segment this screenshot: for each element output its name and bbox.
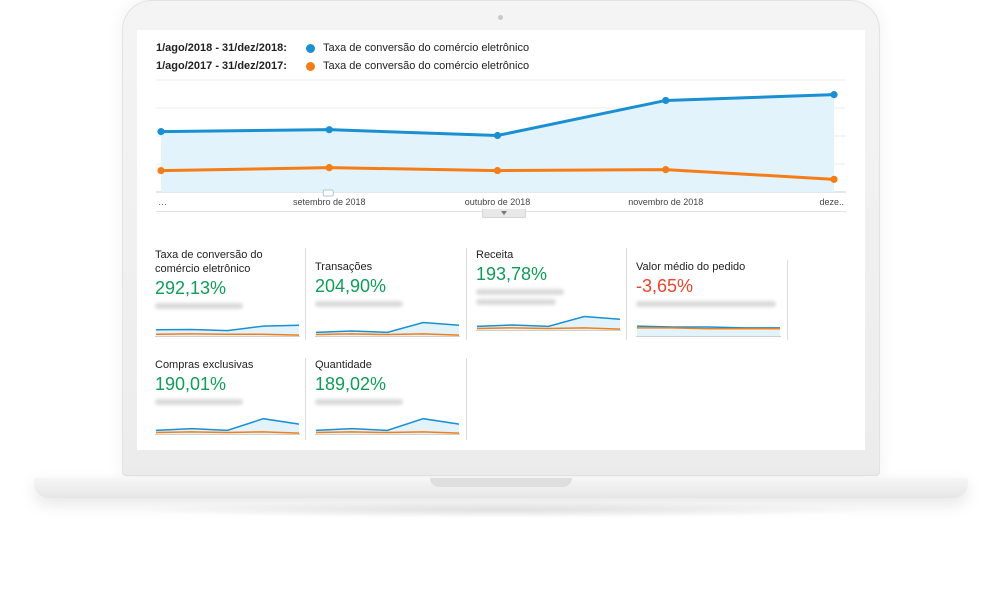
sparkline-current bbox=[155, 417, 300, 432]
metric-card[interactable]: Compras exclusivas 190,01% bbox=[155, 358, 300, 450]
sparkline bbox=[155, 417, 300, 435]
metric-card[interactable]: Receita 193,78% bbox=[476, 248, 621, 340]
chart-legend: 1/ago/2018 - 31/dez/2018: Taxa de conver… bbox=[156, 39, 529, 75]
annotation-marker-icon bbox=[322, 189, 334, 197]
legend-date-previous: 1/ago/2017 - 31/dez/2017: bbox=[156, 60, 287, 72]
data-point bbox=[830, 91, 838, 99]
sparkline-previous bbox=[637, 327, 780, 330]
sparkline bbox=[315, 321, 460, 337]
legend-label-current: Taxa de conversão do comércio eletrônico bbox=[323, 42, 530, 54]
data-point bbox=[830, 175, 838, 183]
screen: … setembro de 2018 outubro de 2018 novembro… bbox=[137, 30, 865, 450]
laptop-shadow bbox=[120, 502, 882, 518]
metric-title: Compras exclusivas bbox=[155, 359, 254, 371]
sparkline bbox=[476, 315, 621, 331]
blurred-comparison-text bbox=[476, 299, 556, 305]
x-tick-label: novembro de 2018 bbox=[628, 197, 703, 207]
card-separator bbox=[466, 358, 467, 440]
sparkline-current bbox=[636, 325, 780, 329]
card-separator bbox=[305, 248, 306, 340]
sparkline bbox=[636, 325, 781, 337]
laptop-notch bbox=[430, 478, 572, 487]
legend-row-current[interactable]: 1/ago/2018 - 31/dez/2018: Taxa de conver… bbox=[156, 39, 529, 57]
chevron-down-icon bbox=[501, 211, 507, 215]
sparkline bbox=[315, 417, 460, 435]
line-chart: … setembro de 2018 outubro de 2018 novembro… bbox=[156, 79, 846, 207]
sparkline-current bbox=[155, 324, 300, 332]
sparkline-area bbox=[316, 322, 459, 336]
sparkline-current bbox=[476, 315, 621, 328]
card-separator bbox=[626, 248, 627, 340]
data-point bbox=[157, 128, 165, 136]
sparkline bbox=[155, 324, 300, 337]
x-tick-label: outubro de 2018 bbox=[465, 197, 531, 207]
card-separator bbox=[466, 248, 467, 340]
metric-title: Taxa de conversão do comércio eletrônico bbox=[155, 249, 263, 275]
sparkline-area bbox=[477, 316, 620, 330]
metric-title: Transações bbox=[315, 261, 373, 273]
sparkline-previous bbox=[476, 327, 621, 330]
legend-row-previous[interactable]: 1/ago/2017 - 31/dez/2017: Taxa de conver… bbox=[156, 57, 529, 75]
laptop-base bbox=[34, 478, 968, 498]
legend-date-current: 1/ago/2018 - 31/dez/2018: bbox=[156, 42, 287, 54]
x-tick-label: … bbox=[158, 197, 167, 207]
blurred-comparison-text bbox=[315, 399, 403, 405]
metric-value: 204,90% bbox=[315, 276, 387, 296]
metric-value: 189,02% bbox=[315, 374, 387, 394]
legend-dot-current bbox=[306, 43, 315, 53]
legend-dot-previous bbox=[306, 61, 315, 71]
metric-title: Receita bbox=[476, 249, 514, 261]
data-point bbox=[662, 166, 670, 174]
chart-collapse-toggle[interactable] bbox=[482, 209, 526, 218]
blurred-comparison-text bbox=[476, 289, 564, 295]
data-point bbox=[662, 96, 670, 105]
metric-value: -3,65% bbox=[636, 276, 694, 296]
blurred-comparison-text bbox=[636, 301, 776, 307]
camera-icon bbox=[498, 15, 503, 20]
metric-card[interactable]: Valor médio do pedido -3,65% bbox=[636, 260, 781, 352]
sparkline-current bbox=[315, 417, 460, 432]
metric-title: Valor médio do pedido bbox=[636, 261, 746, 273]
sparkline-previous bbox=[155, 333, 300, 336]
card-separator bbox=[787, 260, 788, 340]
sparkline-area bbox=[156, 418, 299, 434]
metric-value: 193,78% bbox=[476, 264, 548, 284]
series-area-current bbox=[161, 94, 834, 192]
metric-card[interactable]: Transações 204,90% bbox=[315, 260, 460, 352]
metric-value: 292,13% bbox=[155, 278, 227, 298]
blurred-comparison-text bbox=[315, 301, 403, 307]
sparkline-previous bbox=[315, 431, 460, 434]
card-separator bbox=[305, 358, 306, 440]
legend-label-previous: Taxa de conversão do comércio eletrônico bbox=[323, 60, 530, 72]
data-point bbox=[157, 166, 165, 175]
data-point bbox=[325, 126, 333, 134]
metric-card[interactable]: Taxa de conversão do comércio eletrônico… bbox=[155, 248, 300, 340]
data-point bbox=[493, 131, 502, 140]
x-tick-label: deze.. bbox=[819, 197, 844, 207]
metric-title: Quantidade bbox=[315, 359, 372, 371]
sparkline-area bbox=[316, 418, 459, 434]
metric-card[interactable]: Quantidade 189,02% bbox=[315, 358, 460, 450]
sparkline-previous bbox=[155, 431, 300, 434]
blurred-comparison-text bbox=[155, 303, 243, 309]
data-point bbox=[325, 164, 333, 172]
sparkline-previous bbox=[315, 333, 460, 336]
sparkline-current bbox=[315, 321, 460, 334]
blurred-comparison-text bbox=[155, 399, 243, 405]
metric-value: 190,01% bbox=[155, 374, 227, 394]
x-tick-label: setembro de 2018 bbox=[293, 197, 366, 207]
data-point bbox=[493, 166, 502, 175]
